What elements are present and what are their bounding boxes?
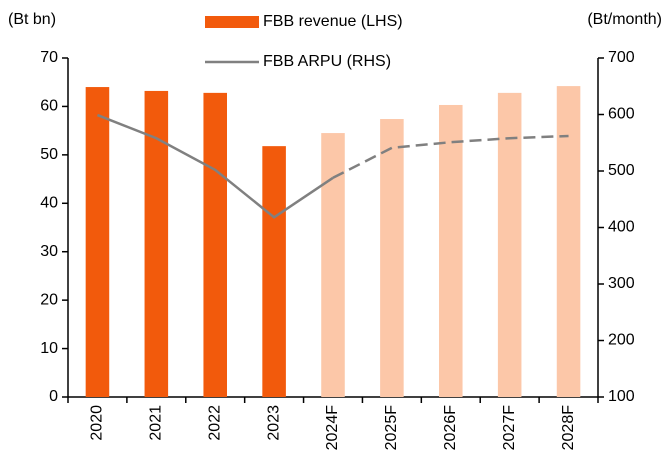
bar <box>497 92 522 398</box>
y-tick-label: 0 <box>49 388 58 405</box>
line-forecast <box>332 134 569 179</box>
y2-tick-label: 100 <box>608 388 635 405</box>
bar <box>144 90 169 397</box>
y2-axis-label: (Bt/month) <box>587 11 662 28</box>
legend-label: FBB ARPU (RHS) <box>263 53 391 70</box>
y2-tick-label: 200 <box>608 332 635 349</box>
y-tick-label: 50 <box>40 146 58 163</box>
y-tick-label: 30 <box>40 243 58 260</box>
line <box>96 113 334 219</box>
bar <box>262 146 286 397</box>
legend-swatch <box>205 16 259 28</box>
y2-tick-label: 300 <box>608 275 635 292</box>
y2-tick-label: 700 <box>608 49 635 66</box>
x-tick-label: 2021 <box>148 405 165 441</box>
x-tick-label: 2027F <box>501 405 518 451</box>
legend-label: FBB revenue (LHS) <box>263 13 403 30</box>
x-tick-label: 2020 <box>89 405 106 441</box>
y-tick-label: 60 <box>40 98 58 115</box>
x-tick-label: 2026F <box>442 405 459 451</box>
y2-tick-label: 600 <box>608 106 635 123</box>
bar <box>380 119 404 398</box>
y-tick-label: 70 <box>40 49 58 66</box>
x-tick-label: 2028F <box>560 405 577 451</box>
bar <box>85 87 110 398</box>
y-tick-label: 40 <box>40 195 58 212</box>
y2-tick-label: 400 <box>608 219 635 236</box>
bar <box>321 133 345 398</box>
x-tick-label: 2022 <box>206 405 223 441</box>
bar <box>203 92 227 398</box>
bar <box>556 86 581 398</box>
y-tick-label: 20 <box>40 291 58 308</box>
x-tick-label: 2024F <box>324 405 341 451</box>
bar <box>439 104 463 398</box>
x-tick-label: 2023 <box>265 405 282 441</box>
y-tick-label: 10 <box>40 340 58 357</box>
y-axis-label: (Bt bn) <box>8 11 56 28</box>
y2-tick-label: 500 <box>608 162 635 179</box>
x-tick-label: 2025F <box>383 405 400 451</box>
